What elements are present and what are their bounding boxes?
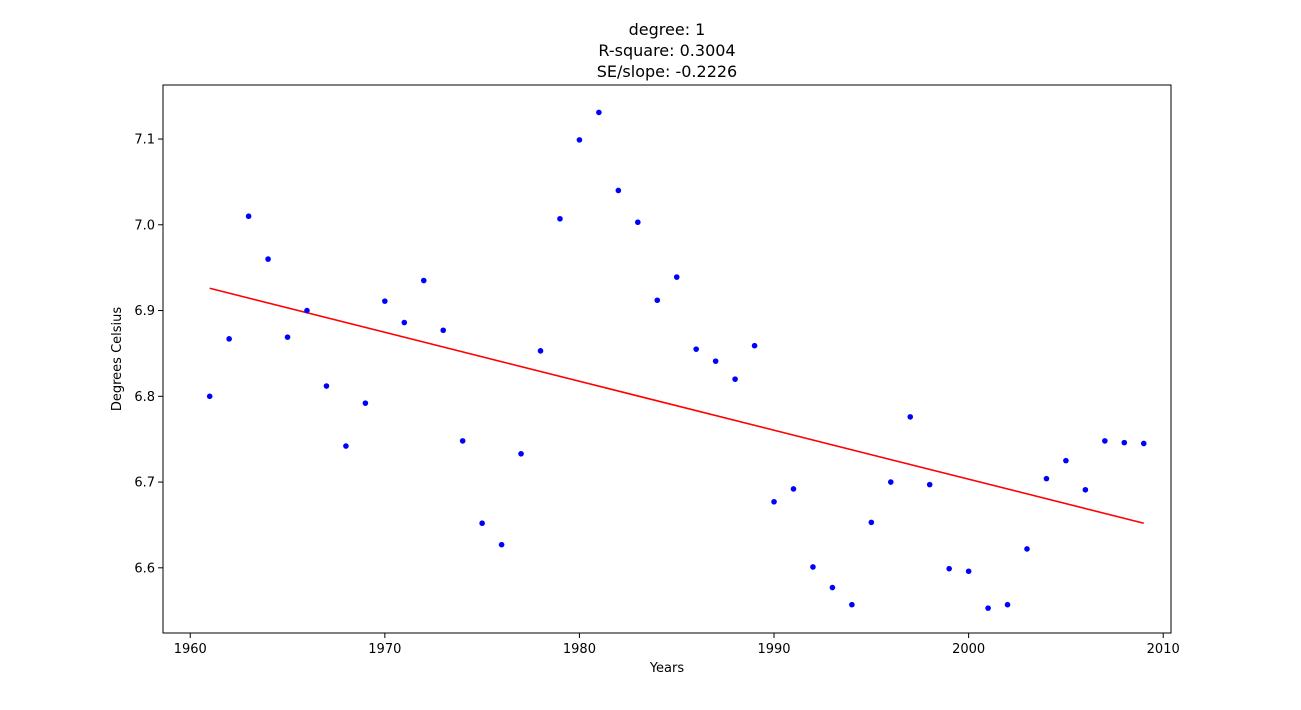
data-point (557, 215, 563, 222)
data-point (868, 519, 875, 526)
data-point (965, 568, 972, 575)
y-tick-label: 6.6 (134, 561, 155, 576)
data-point (304, 307, 310, 314)
y-axis-ticks: 6.6 6.7 6.8 6.9 7.0 7.1 (134, 133, 163, 576)
data-point (1043, 475, 1050, 482)
data-point (1102, 438, 1108, 444)
axes-frame (162, 84, 1172, 634)
data-point (343, 443, 349, 449)
x-axis-label: Years (649, 661, 685, 676)
data-point (926, 481, 933, 488)
data-point (479, 520, 485, 527)
data-point (537, 348, 544, 354)
data-point (907, 414, 914, 420)
data-point (226, 336, 232, 342)
data-point (420, 277, 427, 284)
data-point (1024, 546, 1030, 552)
data-point (810, 564, 816, 570)
data-point (887, 479, 894, 485)
data-point (362, 400, 369, 406)
data-point (673, 274, 680, 280)
data-point (712, 358, 719, 364)
plot-area (206, 109, 1147, 611)
data-point (245, 213, 252, 220)
data-point (829, 584, 836, 591)
data-point (751, 342, 758, 349)
data-point (849, 601, 855, 608)
data-point (985, 605, 991, 611)
data-point (596, 109, 602, 116)
fit-line (209, 287, 1144, 525)
data-point (732, 376, 738, 382)
data-point (615, 187, 622, 194)
data-point (498, 541, 505, 548)
data-point (1004, 601, 1011, 608)
y-tick-label: 7.1 (134, 133, 155, 148)
data-point (693, 346, 699, 352)
data-point (1082, 486, 1089, 493)
x-tick-label: 2010 (1147, 642, 1180, 657)
data-point (518, 450, 524, 457)
data-point (635, 219, 641, 226)
x-axis-ticks: 1960 1970 1980 1990 2000 2010 (174, 633, 1180, 657)
data-point (1140, 440, 1147, 447)
data-point (790, 486, 797, 492)
data-point (654, 297, 661, 304)
y-tick-label: 6.9 (134, 304, 155, 319)
data-point (576, 137, 583, 143)
y-tick-label: 6.8 (134, 390, 155, 405)
x-tick-label: 1970 (368, 642, 401, 657)
y-tick-label: 7.0 (134, 218, 155, 233)
data-point (401, 319, 408, 326)
data-point (284, 334, 291, 340)
x-tick-label: 2000 (952, 642, 985, 657)
data-point (206, 393, 213, 400)
x-tick-label: 1980 (563, 642, 596, 657)
x-tick-label: 1960 (174, 642, 207, 657)
y-tick-label: 6.7 (134, 476, 155, 491)
data-point (1121, 439, 1128, 446)
data-point (946, 565, 952, 572)
chart-title-line-1: degree: 1 (629, 20, 706, 39)
chart-title-line-2: R-square: 0.3004 (598, 41, 735, 60)
data-point (459, 438, 466, 444)
data-point (771, 498, 777, 505)
data-point (440, 327, 447, 334)
data-point (323, 383, 330, 389)
y-axis-label: Degrees Celsius (110, 307, 125, 412)
x-tick-label: 1990 (757, 642, 790, 657)
data-point (1063, 457, 1069, 464)
data-point (382, 298, 388, 304)
data-point (265, 256, 271, 262)
chart-title-line-3: SE/slope: -0.2226 (597, 62, 737, 81)
